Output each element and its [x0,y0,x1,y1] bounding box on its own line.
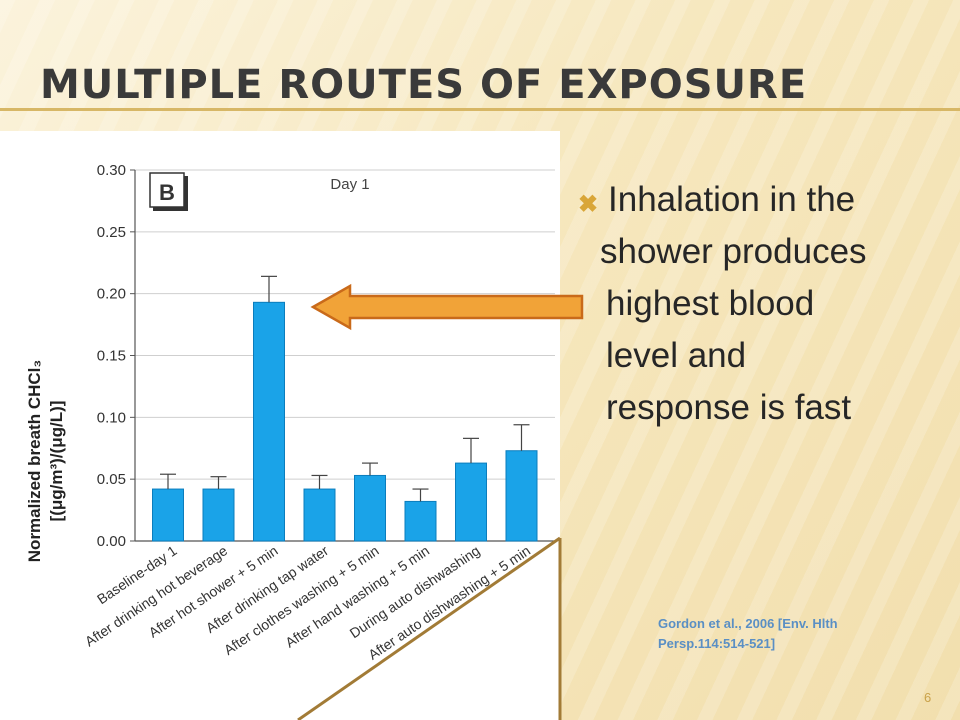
bar [303,488,336,542]
bar [152,488,184,542]
slide-title: Multiple Routes of Exposure [40,62,808,108]
bars [152,275,538,542]
bar [354,474,386,542]
y-tick-label: 0.05 [97,471,126,488]
bar [202,488,235,542]
bullet-point: ✖ Inhalation in the shower produces high… [578,174,948,434]
chart-title: Day 1 [330,176,369,193]
y-tick-label: 0.15 [97,348,126,365]
y-axis-label-line2: [(μg/m³)/(μg/L)] [47,401,66,522]
y-axis-label: Normalized breath CHCl₃ [(μg/m³)/(μg/L)] [25,360,66,562]
title-divider [0,108,960,111]
y-tick-label: 0.20 [97,286,126,303]
bullet-line: shower produces [600,232,867,271]
bullet-line: Inhalation in the [608,180,856,219]
slide-number: 6 [924,690,932,705]
citation-line: Persp.114:514-521] [658,636,776,651]
x-mark-icon: ✖ [578,191,599,218]
y-tick-label: 0.25 [97,224,126,241]
bullet-line: highest blood [606,284,815,323]
y-axis-label-line1: Normalized breath CHCl₃ [25,360,44,562]
bar [455,462,487,542]
bullet-line: level and [606,336,747,375]
bullet-line: response is fast [606,388,852,427]
panel-label-box: B [149,172,188,211]
citation: Gordon et al., 2006 [Env. Hlth Persp.114… [658,614,878,654]
y-tick-label: 0.10 [97,409,126,426]
y-tick-label: 0.00 [97,533,126,550]
panel-label: B [159,180,175,205]
citation-line: Gordon et al., 2006 [Env. Hlth [658,616,838,631]
y-tick-label: 0.30 [97,162,126,179]
